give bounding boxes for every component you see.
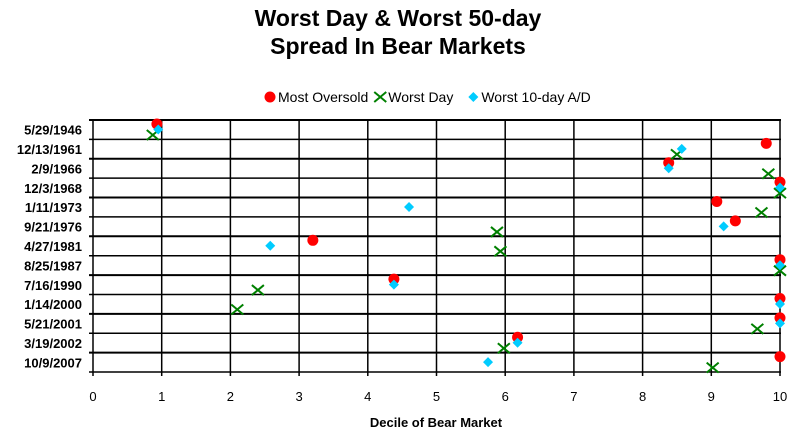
legend-marker-x [373, 91, 387, 103]
data-point-worst-day [706, 361, 720, 374]
data-point-worst-day [761, 168, 775, 180]
y-axis-labels: 5/29/1946 12/13/1961 2/9/1966 12/3/1968 1/11… [17, 123, 82, 371]
data-point-most-oversold [388, 273, 400, 285]
data-point-worst-day [773, 264, 787, 277]
y-tick-label: 12/13/1961 [17, 142, 82, 157]
y-tick-label: 8/25/1987 [24, 258, 82, 273]
data-point-worst-10-day-a-d [775, 260, 785, 271]
data-point-worst-10-day-a-d [265, 240, 276, 251]
y-tick-label: 10/9/2007 [24, 355, 82, 370]
legend: Most Oversold Worst Day Worst 10-day A/D [264, 89, 591, 105]
data-point-worst-10-day-a-d [663, 163, 674, 174]
data-point-most-oversold [774, 312, 786, 324]
data-point-most-oversold [774, 254, 786, 266]
data-point-worst-10-day-a-d [676, 143, 687, 154]
data-point-most-oversold [711, 196, 723, 208]
y-tick-label: 7/16/1990 [24, 278, 82, 293]
data-point-worst-day [754, 206, 769, 219]
legend-marker-circle [264, 91, 276, 103]
y-tick-label: 5/29/1946 [24, 123, 82, 138]
x-axis-label: Decile of Bear Market [370, 415, 503, 430]
data-point-worst-10-day-a-d [718, 221, 729, 232]
x-tick-label: 5 [433, 389, 440, 404]
data-point-most-oversold [760, 137, 772, 149]
x-axis-ticks: 0 1 2 3 4 5 6 7 8 9 10 [89, 389, 787, 404]
data-point-most-oversold [729, 215, 741, 227]
x-tick-label: 10 [773, 389, 787, 404]
x-tick-label: 7 [570, 389, 577, 404]
data-point-worst-day [750, 323, 764, 335]
data-point-worst-day [251, 284, 265, 296]
y-tick-label: 3/19/2002 [24, 336, 82, 351]
legend-marker-diamond [468, 92, 479, 102]
x-tick-label: 0 [89, 389, 96, 404]
data-point-most-oversold [307, 234, 319, 246]
chart-title-line-1: Worst Day & Worst 50-day [255, 5, 542, 31]
y-tick-label: 4/27/1981 [24, 239, 82, 254]
grid [89, 119, 781, 376]
x-tick-label: 1 [158, 389, 165, 404]
data-point-worst-10-day-a-d [775, 182, 785, 193]
x-tick-label: 3 [295, 389, 302, 404]
legend-label: Worst Day [388, 89, 453, 105]
data-point-worst-10-day-a-d [483, 357, 494, 368]
data-point-worst-10-day-a-d [153, 124, 164, 135]
x-tick-label: 4 [364, 389, 371, 404]
data-point-worst-10-day-a-d [775, 298, 785, 309]
x-tick-label: 9 [708, 389, 715, 404]
x-tick-label: 6 [502, 389, 509, 404]
data-point-worst-10-day-a-d [388, 279, 399, 290]
data-point-worst-day [230, 303, 244, 316]
y-tick-label: 1/11/1973 [25, 200, 82, 215]
x-tick-label: 2 [227, 389, 234, 404]
data-point-worst-day [493, 245, 508, 258]
y-tick-label: 5/21/2001 [24, 317, 82, 332]
data-point-most-oversold [774, 176, 786, 188]
data-points [146, 118, 787, 374]
y-tick-label: 2/9/1966 [31, 161, 82, 176]
data-point-most-oversold [774, 292, 786, 304]
data-point-most-oversold [774, 351, 786, 363]
data-point-worst-10-day-a-d [512, 337, 523, 348]
y-tick-label: 12/3/1968 [24, 181, 82, 196]
y-tick-label: 1/14/2000 [24, 297, 82, 312]
data-point-worst-day [497, 342, 511, 354]
data-point-most-oversold [512, 331, 524, 343]
y-tick-label: 9/21/1976 [24, 220, 82, 235]
legend-label: Worst 10-day A/D [481, 89, 590, 105]
data-point-worst-10-day-a-d [404, 202, 415, 213]
x-tick-label: 8 [639, 389, 646, 404]
data-point-most-oversold [663, 157, 675, 169]
data-point-worst-day [490, 226, 504, 238]
data-point-worst-day [773, 187, 787, 199]
legend-label: Most Oversold [278, 89, 368, 105]
chart-title-line-2: Spread In Bear Markets [270, 33, 526, 59]
data-point-worst-10-day-a-d [775, 318, 785, 329]
